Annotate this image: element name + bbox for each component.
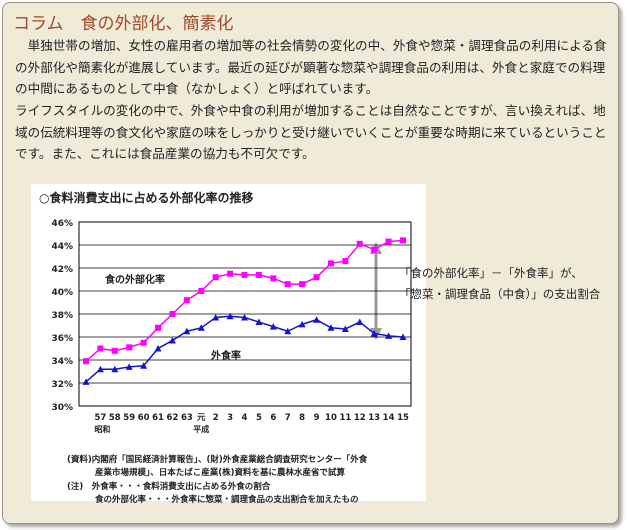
era-label: 昭和 [94,424,110,434]
chart: ○食料消費支出に占める外部化率の推移 30% 32% 34% 36% 38% 40% 42%… [39,190,412,434]
data-point [198,288,205,294]
x-tick-label: 57 [94,413,106,423]
column-title: コラム 食の外部化、簡素化 [13,14,234,34]
chart-title: ○食料消費支出に占める外部化率の推移 [39,190,253,205]
series-label: 外食率 [210,349,241,362]
callout-text: 「食の外部化率」－「外食率」が、 [399,266,583,280]
data-point [313,316,321,323]
x-tick-label: 6 [270,413,276,423]
chart-figure: ○食料消費支出に占める外部化率の推移 30% 32% 34% 36% 38% 40% 42%… [31,184,426,505]
x-tick-label: 62 [167,413,179,423]
x-tick-label: 元 [197,413,206,423]
data-point [385,332,393,339]
series-label: 食の外部化率 [104,273,165,286]
notes: (資料)内閣府「国民経済計算報告」、(財)外食産業総合調査研究センター「外食 産… [67,454,367,506]
data-point [370,330,378,337]
callout-text: 「惣菜・調理食品（中食）」の支出割合 [399,287,601,301]
data-point [212,313,220,321]
x-tick-label: 59 [123,413,135,423]
data-point [111,347,118,354]
data-point [169,311,176,317]
data-point [111,365,119,373]
y-tick-label: 30% [51,403,73,413]
data-point [140,362,148,369]
data-point [341,325,349,332]
y-tick-label: 42% [51,265,73,275]
y-tick-label: 44% [51,242,73,252]
data-point [227,270,234,277]
data-point [298,320,306,328]
y-tick-label: 32% [51,380,73,390]
x-tick-label: 15 [397,413,409,423]
data-point [371,246,378,253]
data-point [155,324,162,331]
data-point [168,336,176,344]
data-point [399,333,407,340]
data-point [255,271,262,278]
data-point [125,363,133,370]
data-point [327,260,334,267]
era-label: 平成 [193,424,209,434]
data-point [183,327,191,335]
x-tick-label: 5 [256,413,262,423]
data-point [284,281,291,288]
data-point [327,324,335,331]
data-point [299,281,306,288]
note: (注) 外食率・・・食料消費支出に占める外食の割合 [67,482,271,492]
data-point [226,312,234,320]
data-point [212,274,219,281]
data-point [284,327,292,335]
data-point [255,318,263,326]
data-point [82,378,90,385]
x-tick-label: 10 [325,413,337,423]
data-point [270,275,277,282]
data-point [356,240,363,247]
x-tick-label: 58 [109,413,121,423]
paragraph: 単独世帯の増加、女性の雇用者の増加等の社会情勢の変化の中、外食や惣菜・調理食品の… [15,38,607,96]
data-point [269,323,277,330]
note: 産業市場規模」、日本たばこ産業(株)資料を基に農林水産省で試算 [95,467,346,478]
data-point [241,313,248,321]
data-point [400,237,406,244]
y-tick-label: 36% [51,334,73,344]
x-tick-label: 12 [354,413,366,423]
x-tick-label: 3 [227,413,233,423]
x-tick-label: 63 [181,413,193,423]
data-point [356,318,364,326]
data-point [97,345,104,352]
x-tick-label: 13 [368,413,380,423]
y-tick-label: 38% [51,311,73,321]
column-panel: コラム 食の外部化、簡素化 単独世帯の増加、女性の雇用者の増加等の社会情勢の変化… [2,2,619,524]
data-point [83,358,89,365]
note: (資料)内閣府「国民経済計算報告」、(財)外食産業総合調査研究センター「外食 [67,455,368,465]
x-tick-label: 9 [314,413,320,423]
x-tick-label: 60 [138,413,150,423]
y-tick-label: 34% [51,357,73,367]
data-point [385,238,392,245]
data-point [154,345,162,352]
data-point [342,258,349,265]
data-point [140,339,147,346]
note: 食の外部化率・・・外食率に惣菜・調理食品の支出割合を加えたもの [95,494,359,505]
data-point [313,274,320,281]
x-tick-label: 4 [242,413,248,423]
data-point [96,365,104,373]
y-tick-label: 46% [51,219,73,229]
data-point [126,344,133,351]
x-tick-label: 61 [152,413,164,423]
x-tick-label: 11 [339,413,351,423]
data-point [183,297,190,304]
paragraph: ライフスタイルの変化の中で、外食や中食の利用が増加することは自然なことですが、言… [15,103,607,161]
y-tick-label: 40% [51,288,73,298]
x-tick-label: 2 [213,413,219,423]
x-tick-label: 7 [285,413,291,423]
data-point [197,324,205,331]
data-point [241,271,248,278]
x-tick-label: 14 [383,413,395,423]
series-line [85,315,404,383]
x-tick-label: 8 [299,413,305,423]
series-line [85,239,404,362]
